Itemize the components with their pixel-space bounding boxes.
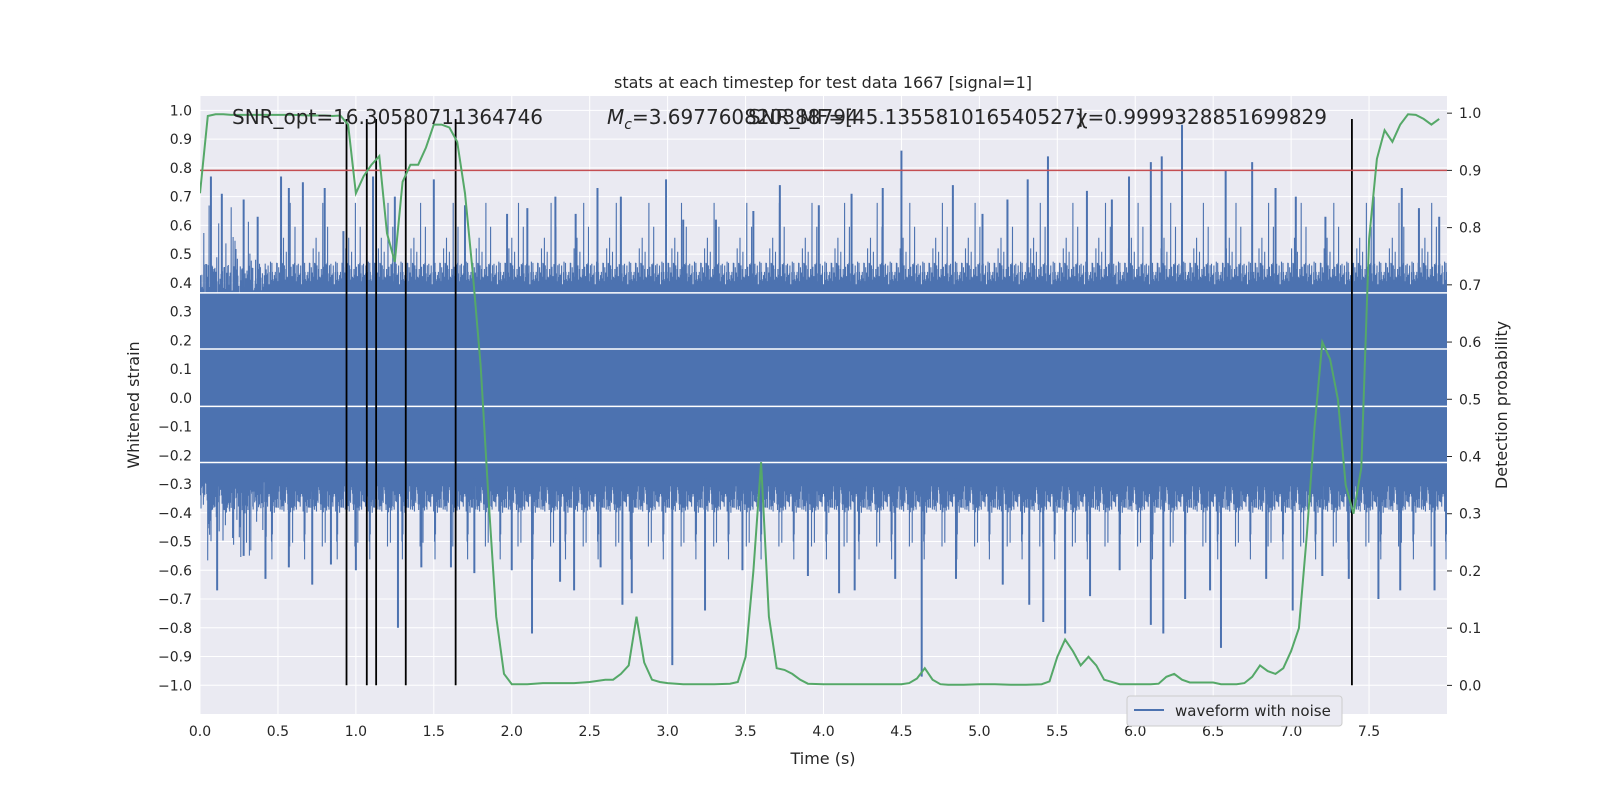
y-tick-label: 0.9 (170, 132, 192, 148)
y-tick-label: 0.8 (170, 161, 192, 177)
y-tick-label: 0.5 (170, 247, 192, 263)
probability-series (200, 113, 1447, 686)
y-tick-label: −0.9 (158, 650, 192, 666)
chart-title: stats at each timestep for test data 166… (614, 73, 1032, 92)
x-tick-label: 6.0 (1124, 724, 1146, 740)
x-tick-label: 7.5 (1358, 724, 1380, 740)
y-tick-label: 0.6 (170, 218, 192, 234)
y-axis-ticks: 1.0 0.9 0.8 0.7 0.6 0.5 0.4 0.3 0.2 0.1 0.0 −0.1 −0.… (158, 103, 192, 694)
y-tick-label: 0.3 (170, 305, 192, 321)
annotation-chirp-mass: Mc=3.697760820388794 (607, 105, 859, 133)
y-tick-label: 0.1 (170, 362, 192, 378)
y-tick-label: −1.0 (158, 678, 192, 694)
x-tick-label: 5.0 (968, 724, 990, 740)
annotation-snr-mf: SNR_MF=[45.135581016540527] (748, 105, 1083, 129)
y-tick-label: 1.0 (170, 103, 192, 119)
y2-tick-label: 0.6 (1459, 335, 1481, 351)
x-tick-label: 2.0 (501, 724, 523, 740)
y2-tick-label: 0.9 (1459, 163, 1481, 179)
y2-tick-label: 0.8 (1459, 221, 1481, 237)
y-tick-label: −0.7 (158, 592, 192, 608)
y2-tick-label: 0.0 (1459, 678, 1481, 694)
y-tick-label: 0.0 (170, 391, 192, 407)
x-tick-label: 4.0 (812, 724, 834, 740)
x-tick-label: 0.5 (267, 724, 289, 740)
y2-tick-label: 0.4 (1459, 450, 1481, 466)
annotation-snr-opt: SNR_opt=16.30580711364746 (232, 105, 543, 129)
y-tick-label: −0.1 (158, 420, 192, 436)
waveform-series (200, 124, 1447, 677)
x-tick-label: 4.5 (890, 724, 912, 740)
x-tick-label: 0.0 (189, 724, 211, 740)
y-tick-label: 0.4 (170, 276, 192, 292)
y2-axis-label: Detection probability (1492, 321, 1511, 489)
y-tick-label: −0.5 (158, 535, 192, 551)
annotation-chi: χ=0.9999328851699829 (1076, 105, 1327, 129)
x-tick-label: 1.0 (345, 724, 367, 740)
y-tick-label: −0.2 (158, 448, 192, 464)
x-tick-label: 1.5 (423, 724, 445, 740)
y-tick-label: −0.4 (158, 506, 192, 522)
y-tick-label: −0.6 (158, 563, 192, 579)
x-tick-label: 5.5 (1046, 724, 1068, 740)
legend-box (1126, 695, 1343, 727)
y-tick-label: 0.2 (170, 333, 192, 349)
x-tick-label: 3.0 (656, 724, 678, 740)
y2-tick-label: 0.5 (1459, 392, 1481, 408)
probability-line (200, 113, 1440, 686)
x-axis-label: Time (s) (789, 749, 855, 768)
legend-label: waveform with noise (1175, 702, 1331, 720)
y2-tick-label: 1.0 (1459, 106, 1481, 122)
x-tick-label: 2.5 (579, 724, 601, 740)
y2-tick-label: 0.7 (1459, 278, 1481, 294)
y2-axis-ticks: 1.0 0.9 0.8 0.7 0.6 0.5 0.4 0.3 0.2 0.1 0.0 (1447, 106, 1481, 694)
legend: waveform with noise (1126, 695, 1343, 727)
y-axis-label: Whitened strain (124, 341, 143, 468)
y2-tick-label: 0.3 (1459, 507, 1481, 523)
y-tick-label: −0.3 (158, 477, 192, 493)
x-axis-ticks: 0.0 0.5 1.0 1.5 2.0 2.5 3.0 3.5 4.0 4.5 5.0 5.5 6.0 6… (189, 724, 1380, 740)
x-tick-label: 7.0 (1280, 724, 1302, 740)
x-tick-label: 3.5 (734, 724, 756, 740)
waveform-band (200, 297, 1447, 479)
x-tick-label: 6.5 (1202, 724, 1224, 740)
y2-tick-label: 0.1 (1459, 621, 1481, 637)
y-tick-label: −0.8 (158, 621, 192, 637)
y-tick-label: 0.7 (170, 190, 192, 206)
y2-tick-label: 0.2 (1459, 564, 1481, 580)
